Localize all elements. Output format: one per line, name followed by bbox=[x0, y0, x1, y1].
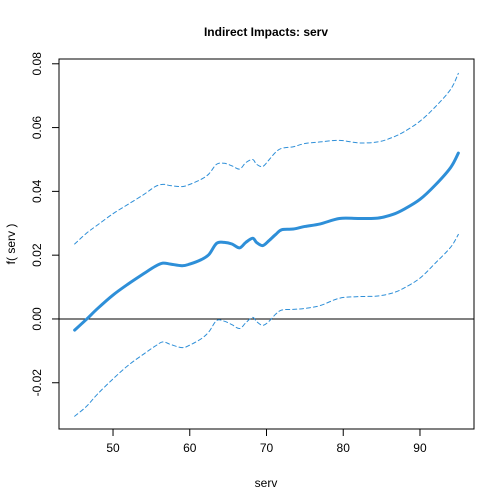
x-tick-label: 70 bbox=[260, 441, 274, 455]
x-tick-label: 80 bbox=[337, 441, 351, 455]
y-tick-label: 0.06 bbox=[30, 116, 44, 140]
upper-series-line bbox=[74, 72, 459, 245]
axis-ticks: 50 60 70 80 90 -0.02 0.00 0.02 0.04 0.06 0.08 bbox=[30, 52, 427, 455]
y-tick-label: 0.02 bbox=[30, 243, 44, 267]
x-tick-label: 60 bbox=[183, 441, 197, 455]
lower-series-line bbox=[74, 233, 459, 417]
y-tick-label: -0.02 bbox=[30, 369, 44, 397]
y-tick-label: 0.00 bbox=[30, 307, 44, 331]
estimate-series-line bbox=[73, 151, 460, 332]
y-tick-label: 0.08 bbox=[30, 52, 44, 76]
series-layer bbox=[59, 72, 474, 417]
y-axis-label: f( serv ) bbox=[4, 224, 18, 265]
y-tick-label: 0.04 bbox=[30, 179, 44, 203]
x-tick-label: 90 bbox=[413, 441, 427, 455]
x-tick-label: 50 bbox=[106, 441, 120, 455]
chart-title: Indirect Impacts: serv bbox=[204, 25, 328, 39]
x-axis-label: serv bbox=[255, 476, 278, 490]
